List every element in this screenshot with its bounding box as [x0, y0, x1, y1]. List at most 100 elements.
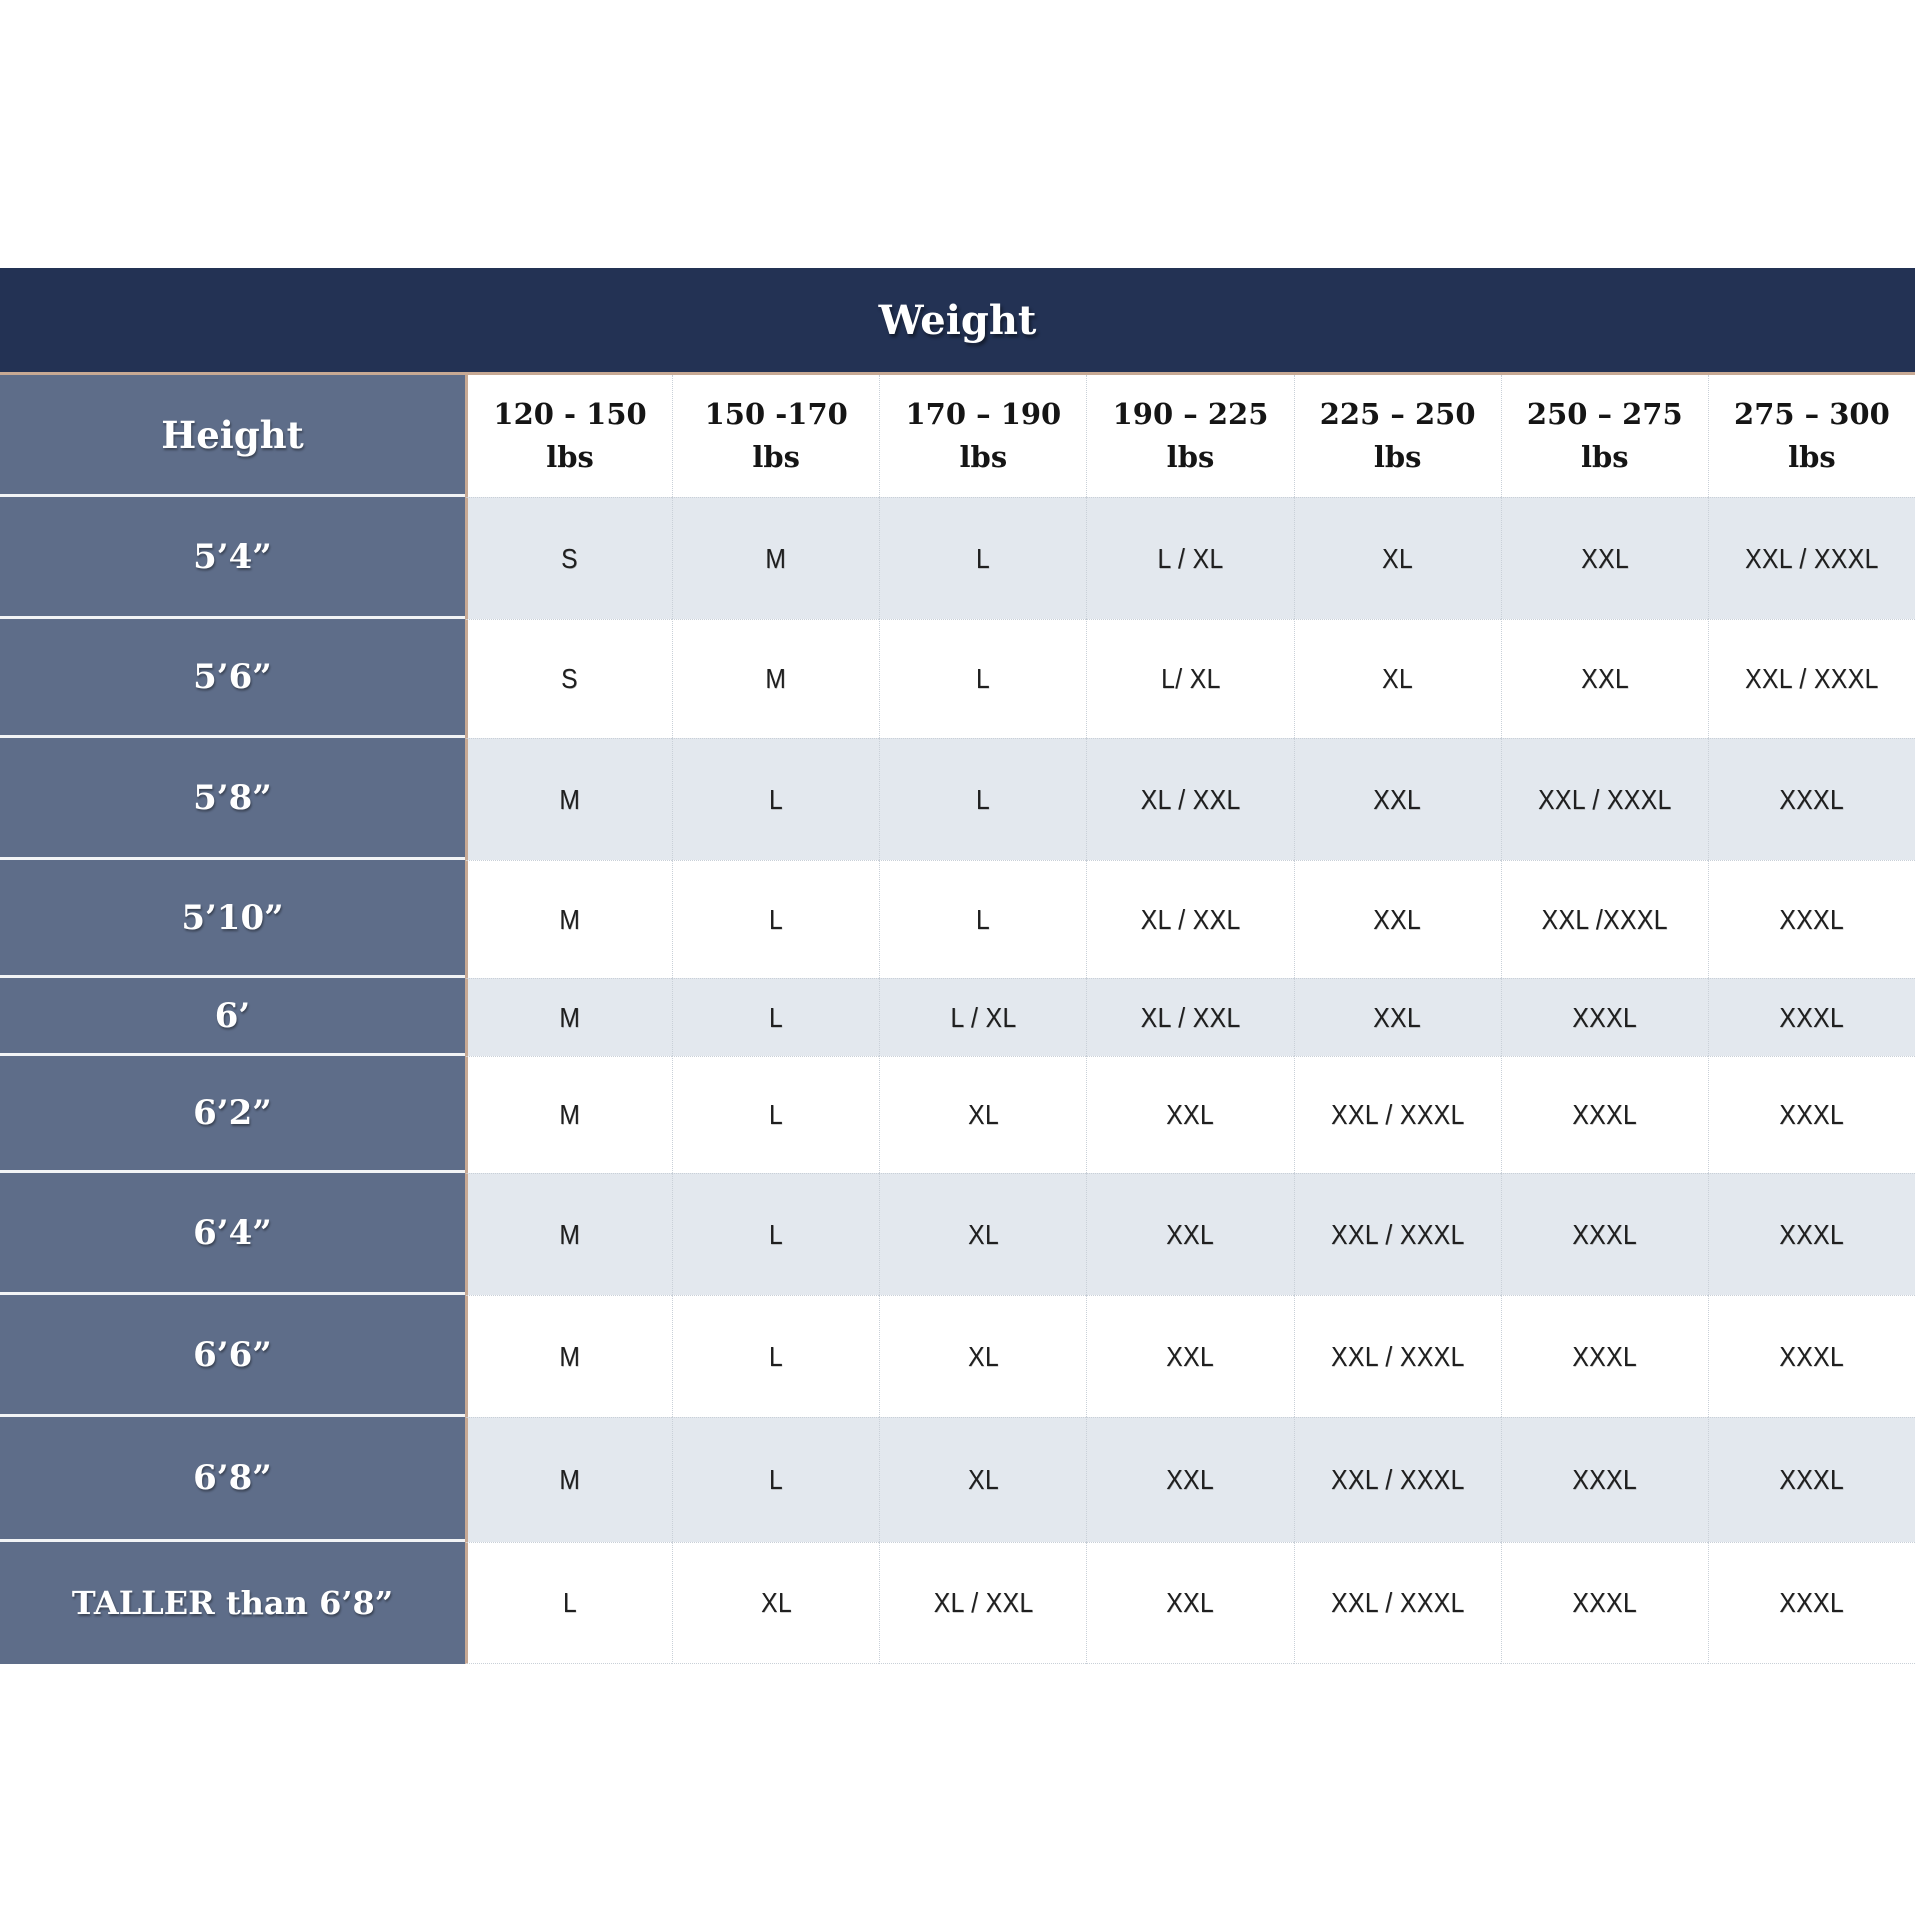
size-chart-table: Weight Height 120 - 150 lbs 150 -170 lbs 170…: [0, 268, 1915, 1664]
size-cell: XXXL: [1500, 1173, 1708, 1295]
size-value: XXL: [1580, 663, 1629, 694]
size-value: XXL: [1580, 542, 1629, 574]
weight-range-value: 190 – 225: [1112, 396, 1269, 431]
size-cell: XL / XXL: [1086, 738, 1294, 860]
weight-title-bar: Weight: [0, 268, 1915, 375]
size-value: XXXL: [1779, 783, 1845, 815]
size-cell: XXXL: [1707, 860, 1915, 978]
size-cell: XL: [672, 1542, 880, 1664]
size-value: XL: [967, 1218, 999, 1250]
size-cell: XXXL: [1500, 1056, 1708, 1173]
size-cell: XXXL: [1707, 1542, 1915, 1664]
height-row-label: 6’2”: [0, 1056, 465, 1173]
size-cell: M: [465, 1417, 673, 1542]
height-row-label: 6’8”: [0, 1417, 465, 1542]
size-cell: XL / XXL: [1086, 860, 1294, 978]
size-value: XXXL: [1572, 1001, 1638, 1033]
table-row: TALLER than 6’8” L XL XL / XXL XXL XXL / XXXL…: [0, 1542, 1915, 1664]
size-cell: L: [672, 860, 880, 978]
size-cell: XL: [879, 1295, 1087, 1417]
size-cell: XXXL: [1707, 1056, 1915, 1173]
size-cell: XXXL: [1707, 1295, 1915, 1417]
table-row: 6’ M L L / XL XL / XXL XXL XXXL XXXL: [0, 978, 1915, 1056]
size-cell: XXL / XXXL: [1293, 1417, 1501, 1542]
size-value: XL / XXL: [1140, 1001, 1241, 1033]
height-row-label: 6’: [0, 978, 465, 1056]
size-cell: XXXL: [1707, 1417, 1915, 1542]
weight-range-header: 275 – 300 lbs: [1707, 375, 1915, 497]
size-cell: XXL: [1086, 1173, 1294, 1295]
size-value: XXXL: [1572, 1218, 1638, 1250]
size-cell: XXL /XXXL: [1500, 860, 1708, 978]
size-cell: L: [465, 1542, 673, 1664]
weight-range-header: 225 – 250 lbs: [1293, 375, 1501, 497]
size-value: XXXL: [1779, 1218, 1845, 1250]
size-value: XXXL: [1779, 1340, 1845, 1372]
size-value: XXXL: [1572, 1587, 1638, 1618]
size-cell: M: [465, 860, 673, 978]
weight-range-value: 275 – 300: [1734, 396, 1890, 431]
size-value: S: [561, 663, 579, 694]
size-cell: XXXL: [1500, 1417, 1708, 1542]
size-value: M: [765, 663, 787, 694]
size-value: XL / XXL: [1140, 903, 1241, 935]
size-value: XXXL: [1779, 1099, 1845, 1130]
weight-range-unit: lbs: [752, 440, 801, 474]
size-value: M: [765, 542, 787, 574]
size-value: XXL / XXXL: [1537, 783, 1672, 815]
size-cell: XXL: [1293, 738, 1501, 860]
height-row-label: 5’4”: [0, 497, 465, 619]
size-value: M: [559, 1099, 581, 1130]
size-cell: XXL: [1086, 1295, 1294, 1417]
weight-range-unit: lbs: [1580, 440, 1629, 474]
table-row: 5’8” M L L XL / XXL XXL XXL / XXXL XXXL: [0, 738, 1915, 860]
size-cell: XXL: [1086, 1417, 1294, 1542]
size-value: L: [769, 1340, 784, 1372]
table-row: 6’8” M L XL XXL XXL / XXXL XXXL XXXL: [0, 1417, 1915, 1542]
size-cell: L / XL: [879, 978, 1087, 1056]
size-value: M: [559, 783, 581, 815]
size-value: L: [976, 903, 991, 935]
size-value: M: [559, 1464, 581, 1495]
size-cell: L: [879, 738, 1087, 860]
size-value: L: [976, 663, 991, 694]
size-cell: L: [672, 1173, 880, 1295]
weight-range-unit: lbs: [1373, 440, 1422, 474]
weight-range-value: 250 – 275: [1526, 396, 1683, 431]
size-value: XXL / XXXL: [1330, 1464, 1465, 1495]
size-value: XXXL: [1779, 1464, 1845, 1495]
size-value: M: [559, 1340, 581, 1372]
weight-range-unit: lbs: [1788, 440, 1836, 474]
size-cell: M: [465, 978, 673, 1056]
size-value: L: [976, 783, 991, 815]
size-cell: M: [465, 1056, 673, 1173]
size-cell: M: [465, 1173, 673, 1295]
size-value: XXL: [1166, 1464, 1215, 1495]
size-cell: XL: [879, 1417, 1087, 1542]
size-value: L: [769, 1001, 784, 1033]
size-value: M: [559, 903, 581, 935]
size-value: XL: [967, 1340, 999, 1372]
size-value: XL / XXL: [1140, 783, 1241, 815]
size-value: XXL / XXXL: [1745, 542, 1879, 574]
size-cell: XXL: [1500, 619, 1708, 738]
height-row-label: 6’6”: [0, 1295, 465, 1417]
size-value: XL: [1382, 663, 1414, 694]
height-row-label: 5’10”: [0, 860, 465, 978]
weight-range-value: 150 -170: [704, 396, 848, 431]
size-value: XXL / XXXL: [1330, 1099, 1465, 1130]
size-value: L / XL: [950, 1001, 1017, 1033]
size-cell: L: [672, 1417, 880, 1542]
size-cell: XXL: [1293, 860, 1501, 978]
size-cell: XXXL: [1500, 1295, 1708, 1417]
size-value: XXL: [1166, 1340, 1215, 1372]
weight-range-value: 225 – 250: [1319, 396, 1476, 431]
size-cell: XXXL: [1500, 1542, 1708, 1664]
size-value: XL / XXL: [933, 1587, 1034, 1618]
size-cell: M: [465, 1295, 673, 1417]
table-title: Weight: [878, 296, 1037, 344]
size-value: XXXL: [1779, 1587, 1845, 1618]
size-value: L: [769, 903, 784, 935]
size-value: XXL: [1166, 1218, 1215, 1250]
size-cell: XL / XXL: [1086, 978, 1294, 1056]
